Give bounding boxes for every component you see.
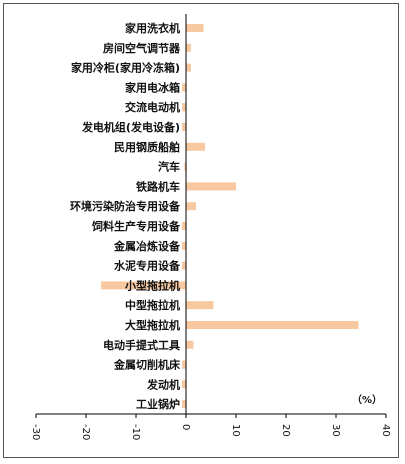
bar — [182, 261, 186, 270]
x-tick-label: -10 — [130, 424, 141, 440]
bar — [184, 162, 186, 171]
category-label: 电动手提式工具 — [103, 338, 180, 352]
bar — [186, 301, 214, 310]
category-label: 家用冷柜(家用冷冻箱) — [71, 61, 180, 75]
bar — [182, 241, 186, 250]
x-tick-label: 10 — [230, 424, 241, 437]
bars-group — [101, 24, 359, 409]
x-tick-label: 20 — [280, 424, 291, 437]
category-label: 汽车 — [158, 160, 180, 174]
bar — [186, 24, 204, 32]
bar — [186, 321, 359, 329]
axis-group: -30 -20 -10 0 10 20 30 40 — [30, 14, 391, 440]
x-tick-label: 40 — [380, 424, 391, 437]
bar — [182, 360, 186, 369]
x-tick-label: 0 — [180, 424, 191, 430]
bar — [182, 103, 186, 112]
category-label: 发电机组(发电设备) — [81, 120, 180, 134]
bar — [186, 43, 191, 52]
bar — [186, 63, 191, 72]
bar — [101, 281, 186, 290]
category-label: 饲料生产专用设备 — [91, 219, 181, 233]
category-label: 金属切削机床 — [113, 358, 181, 372]
bar — [186, 182, 236, 191]
unit-label: （%） — [352, 393, 382, 406]
category-label: 铁路机车 — [136, 179, 180, 193]
category-label: 交流电动机 — [125, 100, 180, 114]
category-label: 家用电冰箱 — [125, 80, 180, 94]
category-label: 中型拖拉机 — [125, 298, 180, 312]
bar — [186, 142, 205, 151]
category-label: 家用洗衣机 — [125, 21, 180, 35]
bar — [182, 123, 186, 131]
bar — [182, 83, 186, 92]
x-tick-label: 30 — [330, 424, 341, 437]
bar — [182, 222, 186, 230]
category-label: 民用钢质船舶 — [114, 140, 180, 154]
bar — [186, 340, 194, 349]
category-label: 金属冶炼设备 — [113, 239, 181, 253]
category-label: 房间空气调节器 — [103, 41, 181, 55]
chart-frame — [3, 3, 399, 458]
category-label: 小型拖拉机 — [124, 278, 180, 292]
category-label: 环境污染防治专用设备 — [70, 199, 181, 213]
bar — [182, 380, 186, 389]
x-tick-label: -30 — [30, 424, 41, 440]
category-label: 大型拖拉机 — [125, 318, 180, 332]
category-label: 工业锅炉 — [136, 397, 180, 411]
category-label: 水泥专用设备 — [114, 259, 181, 273]
x-tick-label: -20 — [80, 424, 91, 440]
bar — [186, 202, 196, 211]
bar — [182, 400, 186, 409]
category-label: 发动机 — [146, 377, 180, 391]
